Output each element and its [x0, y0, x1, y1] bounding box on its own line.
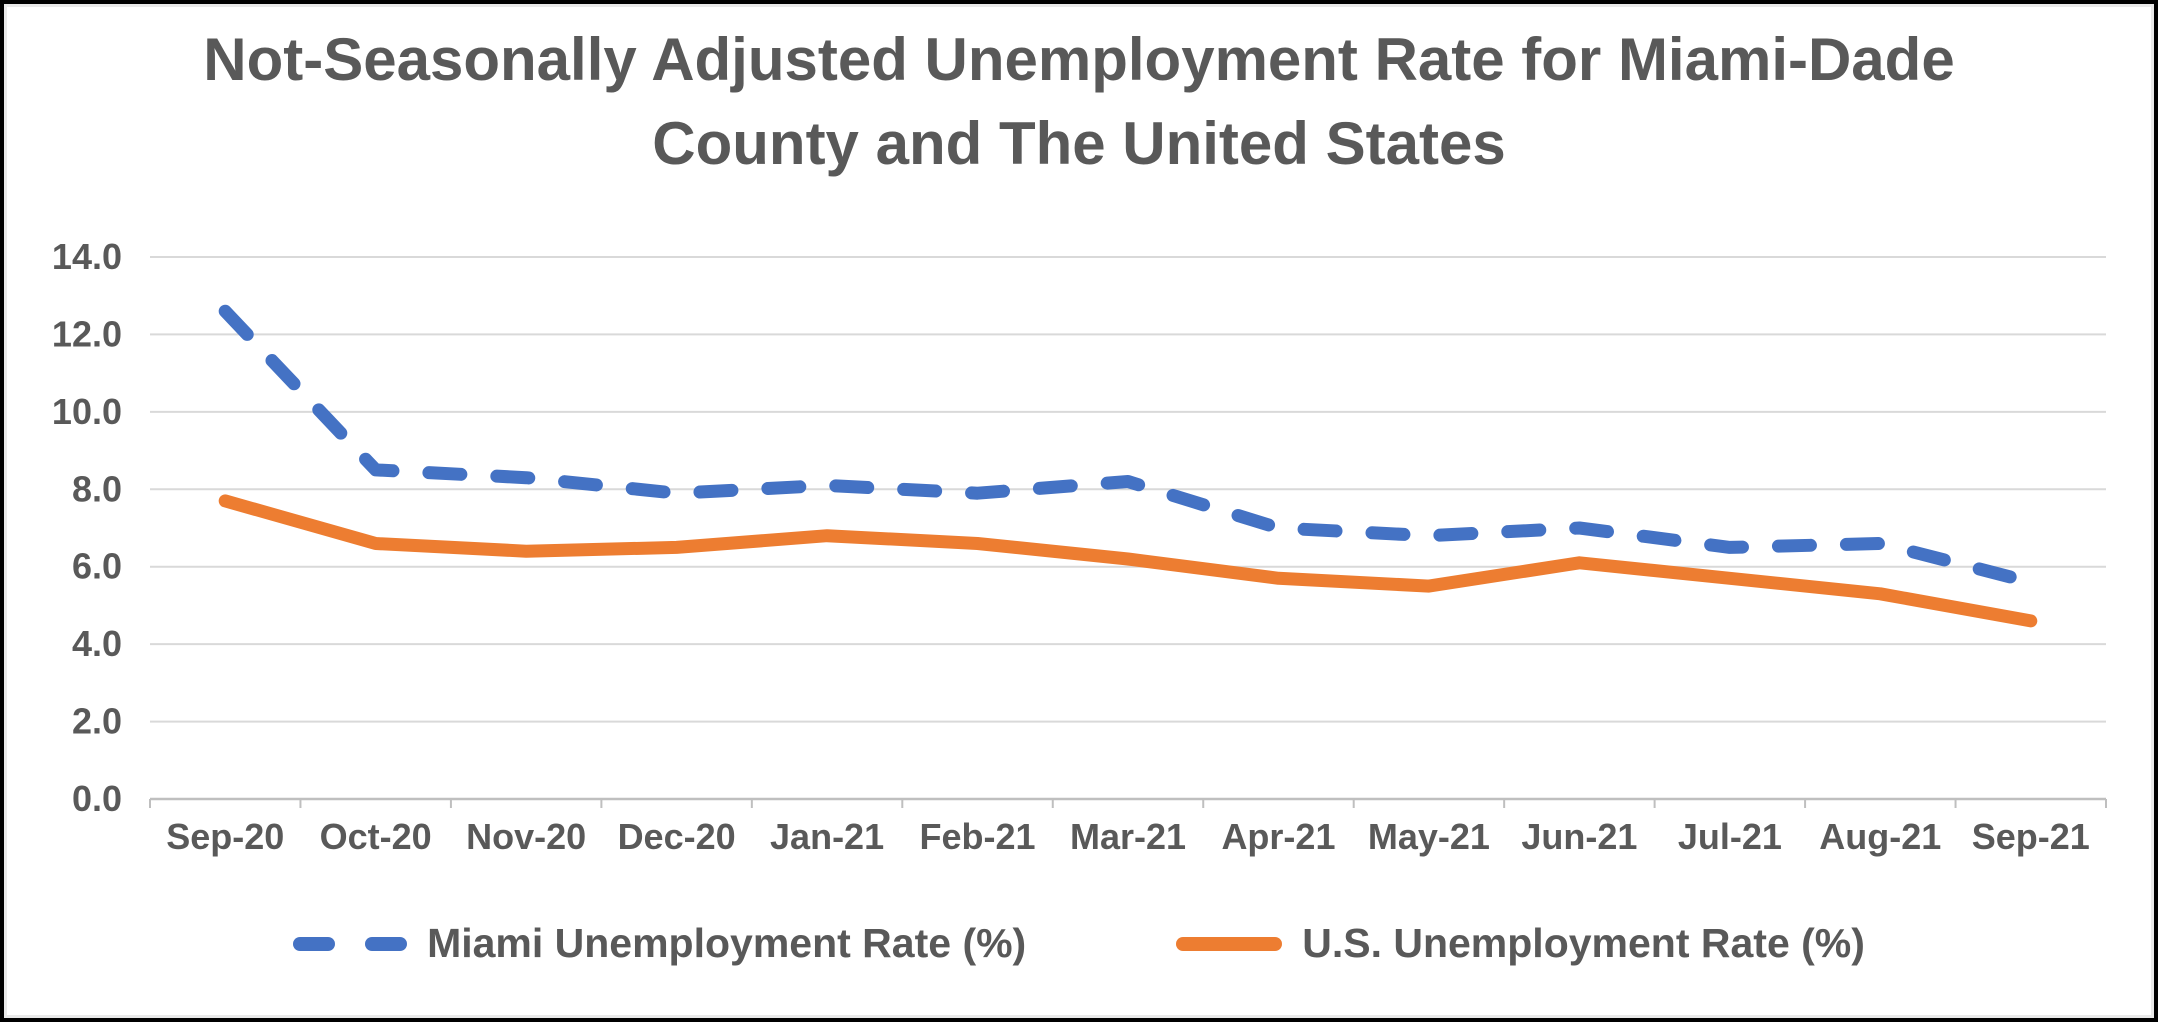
x-tick-label: May-21	[1368, 816, 1490, 857]
y-tick-label: 10.0	[52, 391, 122, 432]
x-tick-label: Jul-21	[1678, 816, 1782, 857]
x-tick-label: Jan-21	[770, 816, 884, 857]
x-tick-label: Nov-20	[466, 816, 586, 857]
x-tick-label: Sep-21	[1972, 816, 2090, 857]
y-tick-label: 2.0	[72, 701, 122, 742]
chart-title-line-1: Not-Seasonally Adjusted Unemployment Rat…	[203, 26, 1955, 93]
chart-svg: 0.0 2.0 4.0 6.0 8.0 10.0 12.0 14.0 Sep-20 Oct-20 N…	[52, 236, 2107, 857]
us-solid-line-swatch	[1176, 936, 1283, 951]
chart-title: Not-Seasonally Adjusted Unemployment Rat…	[4, 18, 2154, 186]
x-tick-label: Jun-21	[1521, 816, 1637, 857]
miami-dashed-line-swatch	[293, 936, 408, 951]
x-tick-label: Oct-20	[320, 816, 432, 857]
x-tick-label: Feb-21	[920, 816, 1036, 857]
legend-item-miami: Miami Unemployment Rate (%)	[293, 920, 1026, 967]
y-tick-label: 14.0	[52, 236, 122, 277]
legend-label-us: U.S. Unemployment Rate (%)	[1302, 920, 1865, 966]
x-tick-label: Dec-20	[618, 816, 736, 857]
x-tick-label: Sep-20	[166, 816, 284, 857]
y-tick-label: 4.0	[72, 623, 122, 664]
dash-segment-icon	[365, 936, 408, 951]
x-tick-label: Mar-21	[1070, 816, 1186, 857]
legend-item-us: U.S. Unemployment Rate (%)	[1176, 920, 1865, 967]
series-line-0	[218, 304, 2038, 589]
chart-title-line-2: County and The United States	[652, 110, 1506, 177]
x-tick-label: Apr-21	[1221, 816, 1335, 857]
y-tick-label: 12.0	[52, 313, 122, 354]
y-tick-label: 0.0	[72, 778, 122, 819]
y-tick-label: 6.0	[72, 546, 122, 587]
y-tick-label: 8.0	[72, 468, 122, 509]
dash-segment-icon	[293, 936, 336, 951]
legend: Miami Unemployment Rate (%) U.S. Unemplo…	[4, 920, 2154, 967]
legend-label-miami: Miami Unemployment Rate (%)	[427, 920, 1027, 966]
x-tick-label: Aug-21	[1819, 816, 1941, 857]
series-line-1	[218, 494, 2038, 628]
